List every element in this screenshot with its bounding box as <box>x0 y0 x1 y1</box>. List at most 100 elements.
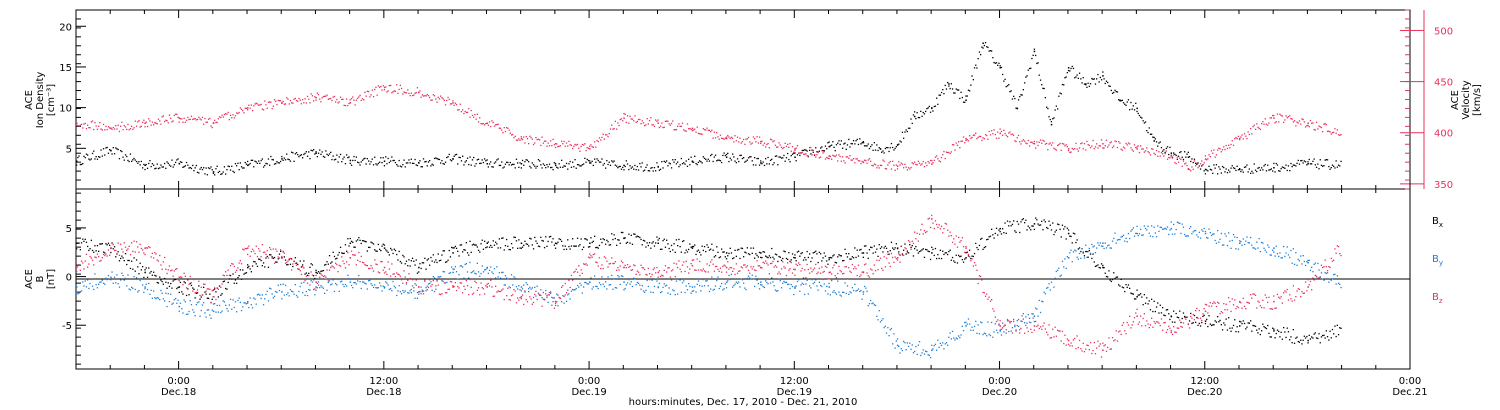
data-point <box>735 162 737 164</box>
data-point <box>289 100 292 102</box>
data-point <box>976 332 978 334</box>
data-point <box>807 293 809 295</box>
data-point <box>220 294 222 296</box>
data-point <box>310 263 312 265</box>
data-point <box>873 142 875 144</box>
data-point <box>1013 95 1015 97</box>
data-point <box>1135 102 1137 104</box>
data-point <box>714 285 717 287</box>
data-point <box>247 164 249 167</box>
data-point <box>1080 78 1082 80</box>
data-point <box>162 298 164 300</box>
data-point <box>1229 147 1231 149</box>
data-point <box>817 261 819 264</box>
data-point <box>958 89 960 91</box>
data-point <box>898 143 900 145</box>
data-point <box>447 278 449 281</box>
data-point <box>129 267 132 270</box>
data-point <box>1326 336 1329 338</box>
data-point <box>283 294 285 296</box>
data-point <box>712 137 714 139</box>
data-point <box>418 286 420 288</box>
data-point <box>140 247 142 250</box>
data-point <box>883 152 885 154</box>
data-point <box>363 99 365 101</box>
data-point <box>479 294 481 296</box>
data-point <box>482 161 485 164</box>
data-point <box>319 98 321 100</box>
data-point <box>882 150 884 152</box>
data-point <box>1126 286 1128 288</box>
data-point <box>932 248 934 251</box>
data-point <box>493 295 496 297</box>
data-point <box>211 169 213 171</box>
data-point <box>1273 162 1275 165</box>
x-tick-date-label: Dec.18 <box>161 387 196 398</box>
data-point <box>188 167 190 169</box>
data-point <box>773 285 775 287</box>
data-point <box>542 142 544 144</box>
data-point <box>1048 116 1050 118</box>
data-point <box>315 99 317 101</box>
data-point <box>545 167 547 169</box>
data-point <box>352 96 354 98</box>
data-point <box>997 64 999 66</box>
data-point <box>1334 273 1336 275</box>
data-point <box>497 247 499 249</box>
data-point <box>768 147 770 149</box>
data-point <box>287 158 289 160</box>
data-point <box>1033 143 1036 145</box>
data-point <box>317 284 320 286</box>
data-point <box>863 245 866 247</box>
data-point <box>386 282 388 284</box>
data-point <box>481 159 483 161</box>
data-point <box>512 284 514 286</box>
data-point <box>832 255 834 257</box>
data-point <box>1102 245 1104 247</box>
data-point <box>1281 338 1283 340</box>
data-point <box>1252 247 1254 249</box>
data-point <box>1163 228 1165 230</box>
data-point <box>573 245 575 247</box>
data-point <box>1077 150 1079 152</box>
data-point <box>1004 78 1006 80</box>
data-point <box>840 140 842 142</box>
data-point <box>179 118 182 120</box>
data-point <box>481 265 483 267</box>
data-point <box>396 272 398 274</box>
data-point <box>225 304 227 306</box>
data-point <box>1293 120 1296 122</box>
data-point <box>1195 229 1197 232</box>
data-point <box>793 152 795 154</box>
data-point <box>443 271 445 273</box>
data-point <box>625 160 627 162</box>
data-point <box>1333 274 1335 276</box>
data-point <box>479 251 481 253</box>
data-point <box>1039 79 1042 81</box>
data-point <box>879 148 882 150</box>
data-point <box>192 309 194 311</box>
top-right-tick-label: 350 <box>1434 180 1453 191</box>
data-point <box>1108 85 1110 87</box>
data-point <box>953 260 955 262</box>
data-point <box>288 259 290 261</box>
data-point <box>1017 223 1020 225</box>
data-point <box>1080 250 1082 253</box>
data-point <box>1065 76 1067 78</box>
data-point <box>534 165 536 167</box>
data-point <box>321 286 323 288</box>
data-point <box>508 298 510 301</box>
data-point <box>567 294 569 296</box>
data-point <box>1263 123 1265 125</box>
data-point <box>977 324 979 326</box>
data-point <box>1307 339 1309 342</box>
data-point <box>1232 324 1235 327</box>
data-point <box>353 282 355 284</box>
data-point <box>148 162 150 165</box>
data-point <box>247 264 249 266</box>
data-point <box>134 251 136 253</box>
data-point <box>1064 226 1066 228</box>
data-point <box>504 275 507 277</box>
data-point <box>269 164 271 166</box>
data-point <box>1257 247 1259 249</box>
